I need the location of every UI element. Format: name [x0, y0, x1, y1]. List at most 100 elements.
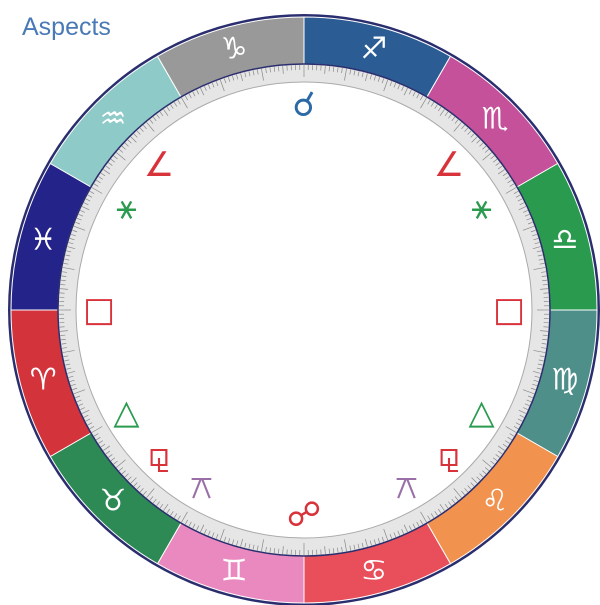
scale-tick [537, 254, 543, 257]
scale-tick [85, 418, 91, 422]
scale-tick [507, 179, 512, 184]
scale-tick [484, 467, 490, 471]
scale-tick [273, 66, 276, 72]
scale-tick [522, 389, 535, 395]
scale-tick [349, 69, 352, 75]
scale-tick [397, 530, 401, 536]
aspect-glyph: ∠ [434, 145, 464, 185]
scale-tick [215, 533, 219, 539]
scale-tick [476, 476, 481, 481]
scale-tick [192, 523, 196, 529]
scale-tick [353, 70, 356, 76]
scale-tick [98, 440, 103, 444]
sign-glyph: ♓︎ [30, 223, 57, 258]
scale-tick [539, 355, 545, 358]
scale-tick [89, 190, 95, 194]
aspect-glyph: ⚹ [116, 188, 136, 228]
scale-tick [532, 246, 541, 249]
scale-tick [430, 102, 435, 107]
sign-glyph: ♉︎ [100, 483, 127, 518]
scale-tick [159, 111, 164, 117]
scale-tick [133, 482, 138, 487]
scale-tick [136, 130, 141, 135]
scale-tick [265, 67, 267, 74]
scale-tick [476, 139, 481, 144]
scale-tick [188, 521, 192, 527]
scale-tick [542, 284, 548, 286]
scale-tick [437, 508, 442, 514]
scale-tick [67, 371, 76, 374]
scale-tick [383, 79, 389, 92]
scale-tick [118, 467, 124, 471]
scale-tick [170, 511, 174, 516]
scale-tick [130, 477, 137, 484]
scale-tick [527, 395, 533, 399]
scale-tick [420, 97, 427, 109]
scale-tick [200, 87, 205, 96]
scale-tick [65, 363, 71, 366]
aspect-glyph: ⚻ [395, 468, 418, 508]
scale-tick [454, 496, 459, 501]
scale-tick [534, 375, 540, 378]
aspect-glyph: ⚹ [471, 188, 491, 228]
scale-tick [541, 343, 547, 345]
scale-tick [91, 187, 103, 194]
scale-tick [64, 258, 70, 261]
scale-tick [430, 513, 435, 518]
scale-tick [96, 179, 101, 184]
scale-tick [482, 459, 492, 468]
scale-tick [328, 66, 330, 72]
scale-tick [75, 221, 81, 225]
scale-tick [65, 254, 71, 257]
scale-tick [215, 81, 219, 87]
scale-tick [542, 279, 548, 282]
scale-tick [471, 136, 478, 143]
scale-tick [69, 379, 75, 382]
scale-tick [518, 409, 527, 414]
scale-tick [353, 544, 356, 550]
scale-tick [196, 525, 200, 531]
sign-glyph: ♒︎ [100, 102, 127, 137]
scale-tick [539, 262, 545, 265]
scale-tick [427, 515, 431, 521]
scale-tick [121, 470, 126, 475]
scale-tick [181, 97, 188, 109]
sign-glyph: ♌︎ [481, 483, 508, 518]
scale-tick [139, 488, 144, 493]
scale-tick [524, 403, 530, 407]
scale-tick [542, 334, 548, 336]
scale-tick [184, 95, 188, 101]
scale-tick [403, 87, 408, 96]
scale-tick [93, 433, 99, 437]
scale-tick [505, 440, 510, 444]
scale-tick [381, 78, 385, 84]
scale-tick [75, 395, 81, 399]
aspect-glyph: ∠ [144, 145, 174, 185]
scale-tick [116, 152, 126, 161]
sign-glyph: ♋︎ [360, 553, 387, 588]
scale-tick [163, 503, 169, 511]
aspect-glyph: □ [493, 290, 525, 330]
scale-tick [103, 169, 111, 175]
scale-tick [159, 503, 164, 509]
scale-tick [416, 521, 420, 527]
scale-tick [87, 194, 93, 198]
scale-tick [136, 485, 141, 490]
scale-tick [412, 523, 416, 529]
scale-tick [420, 519, 424, 525]
scale-tick [59, 330, 68, 332]
scale-tick [393, 82, 397, 88]
scale-tick [357, 543, 360, 549]
scale-tick [110, 158, 116, 163]
scale-tick [61, 275, 67, 277]
scale-tick [532, 371, 541, 374]
sign-glyph: ♎︎ [551, 223, 578, 258]
scale-tick [100, 172, 106, 177]
scale-tick [482, 470, 487, 475]
scale-tick [73, 225, 86, 231]
scale-tick [444, 503, 449, 509]
scale-tick [130, 136, 137, 143]
aspect-glyph: ⚻ [190, 468, 213, 508]
scale-tick [116, 459, 126, 468]
scale-tick [113, 460, 118, 465]
